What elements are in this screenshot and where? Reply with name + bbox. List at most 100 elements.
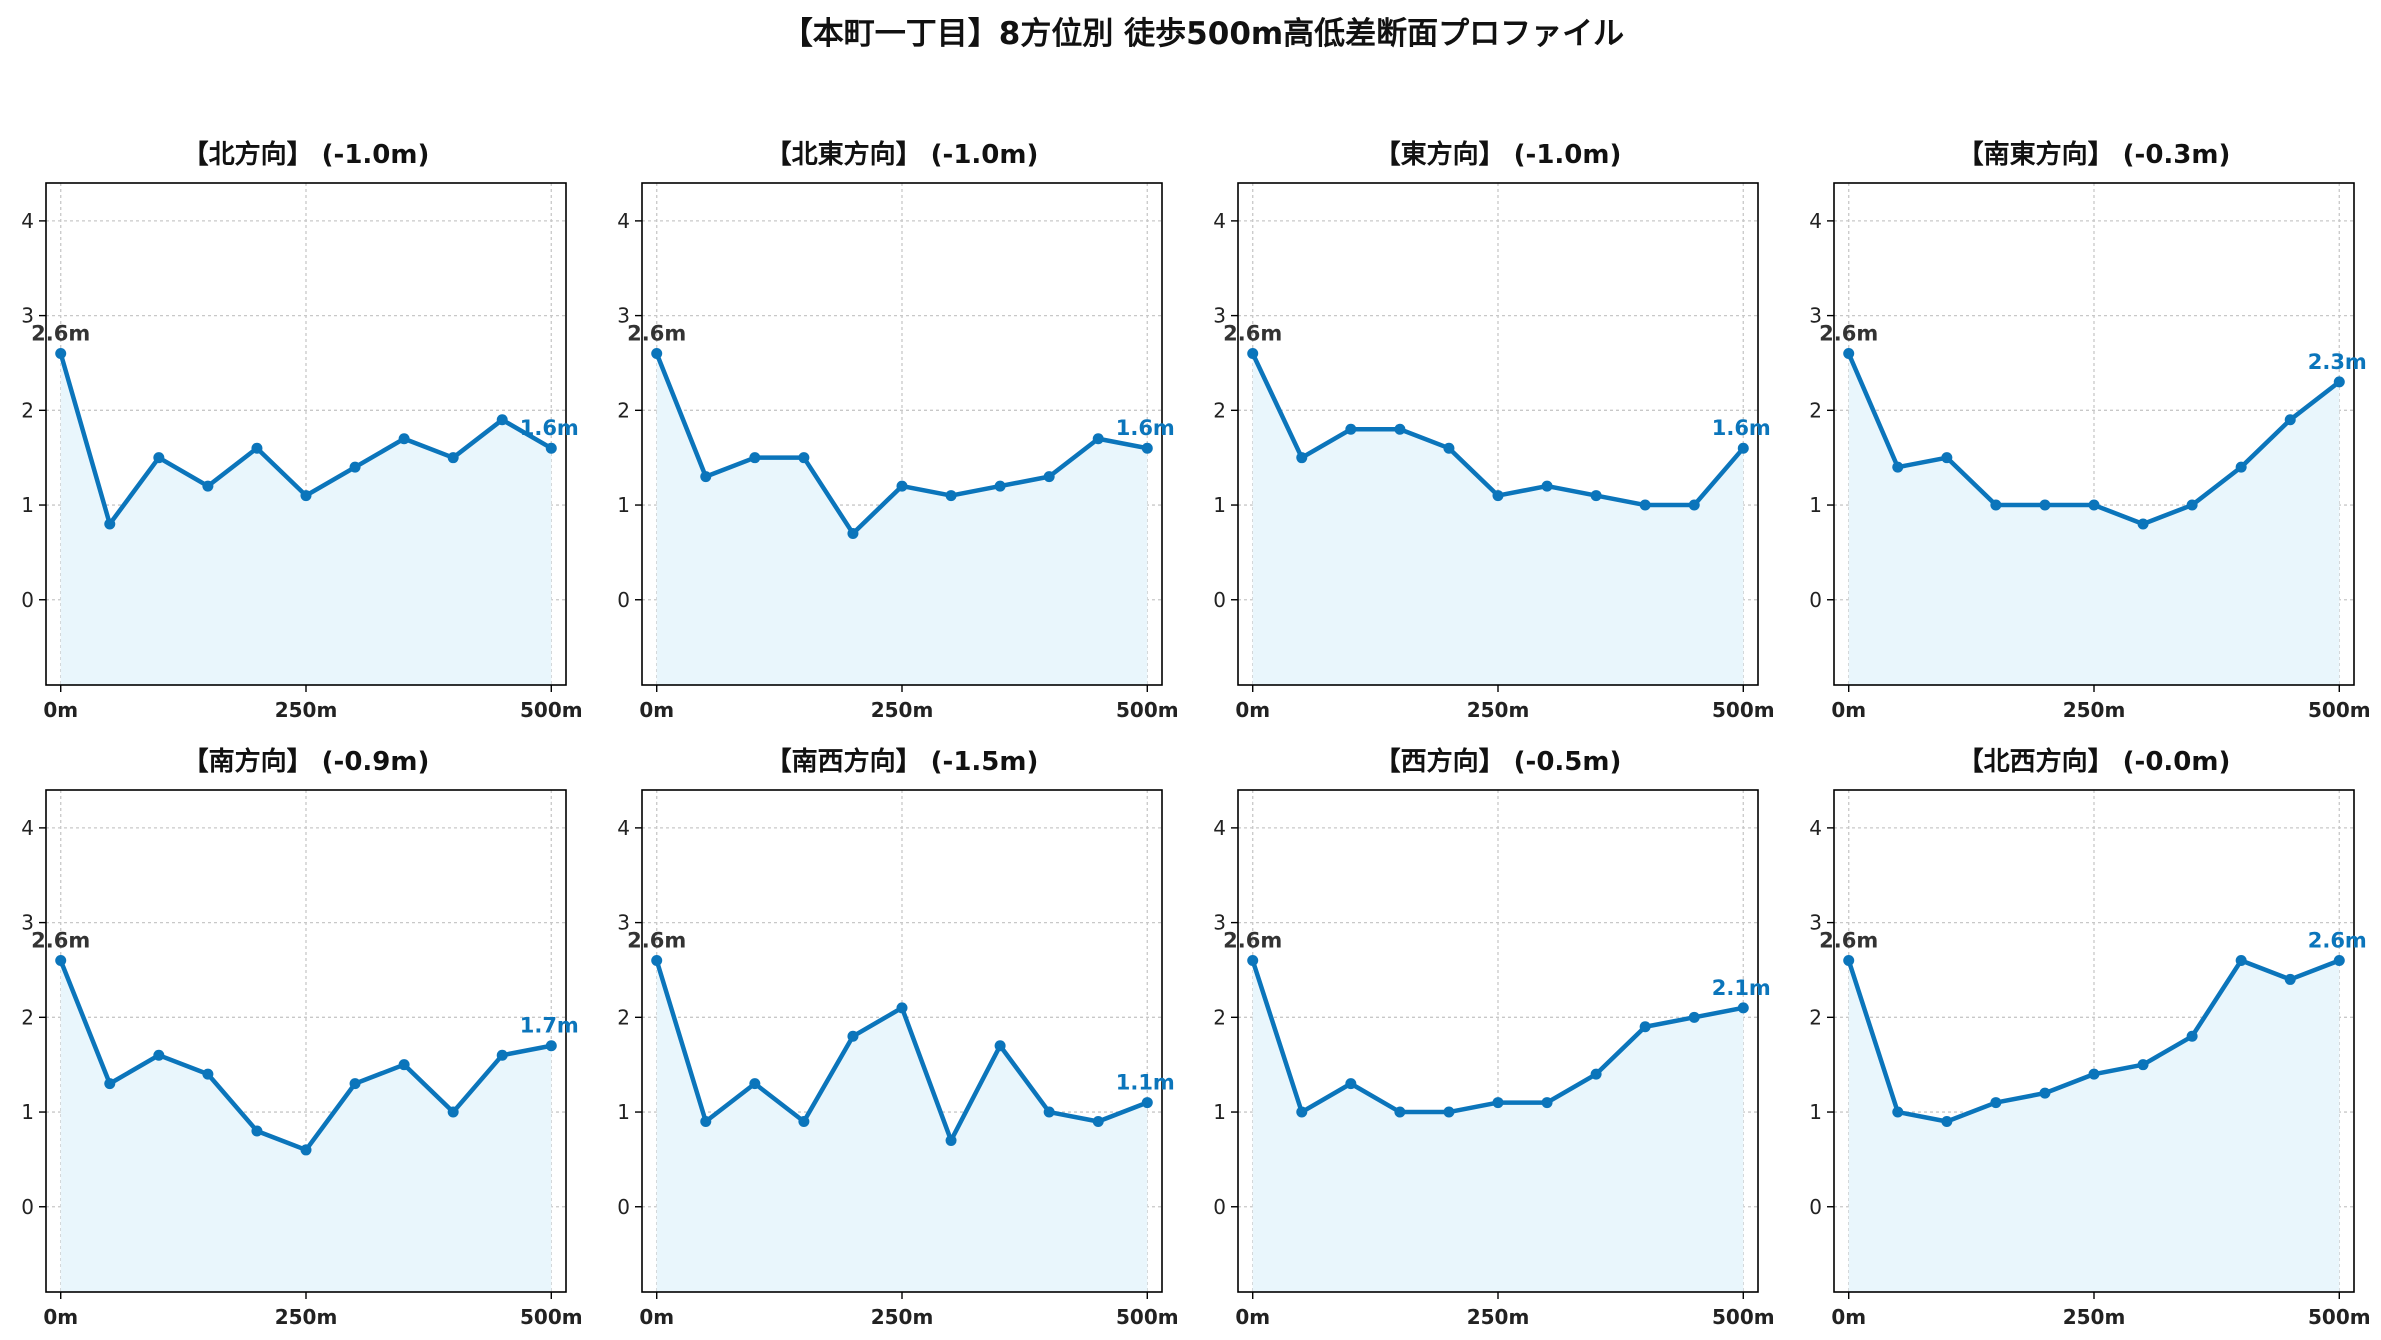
data-point bbox=[2235, 461, 2247, 473]
data-point bbox=[1092, 433, 1104, 445]
end-elevation-label: 2.3m bbox=[2308, 350, 2367, 374]
y-tick-label: 1 bbox=[21, 493, 34, 517]
data-point bbox=[2186, 1030, 2198, 1042]
data-point bbox=[1892, 1106, 1904, 1118]
data-point bbox=[847, 1030, 859, 1042]
y-tick-label: 0 bbox=[21, 588, 34, 612]
data-point bbox=[798, 1116, 810, 1128]
elevation-area bbox=[60, 353, 552, 685]
data-point bbox=[1092, 1116, 1104, 1128]
data-point bbox=[749, 452, 761, 464]
data-point bbox=[398, 433, 410, 445]
data-point bbox=[1590, 490, 1602, 502]
data-point bbox=[55, 954, 67, 966]
y-tick-label: 2 bbox=[1213, 1005, 1226, 1029]
data-point bbox=[349, 1078, 361, 1090]
data-point bbox=[1892, 461, 1904, 473]
panel-title: 【南方向】 (-0.9m) bbox=[183, 746, 430, 777]
x-tick-label: 0m bbox=[1235, 698, 1270, 722]
y-tick-label: 4 bbox=[617, 816, 630, 840]
y-tick-label: 2 bbox=[617, 1005, 630, 1029]
y-tick-label: 3 bbox=[617, 304, 630, 328]
data-point bbox=[896, 480, 908, 492]
data-point bbox=[1141, 1097, 1153, 1109]
y-tick-label: 0 bbox=[1213, 1195, 1226, 1219]
y-tick-label: 0 bbox=[1809, 1195, 1822, 1219]
elevation-area bbox=[1252, 960, 1744, 1292]
data-point bbox=[1345, 423, 1357, 435]
start-elevation-label: 2.6m bbox=[627, 321, 686, 345]
data-point bbox=[1394, 1106, 1406, 1118]
data-point bbox=[1737, 442, 1749, 454]
y-tick-label: 0 bbox=[1809, 588, 1822, 612]
elevation-area bbox=[60, 960, 552, 1292]
end-elevation-label: 1.1m bbox=[1116, 1071, 1175, 1095]
figure-title: 【本町一丁目】8方位別 徒歩500m高低差断面プロファイル bbox=[782, 16, 1624, 52]
start-elevation-label: 2.6m bbox=[1223, 321, 1282, 345]
data-point bbox=[251, 442, 263, 454]
data-point bbox=[545, 442, 557, 454]
end-elevation-label: 1.6m bbox=[1116, 416, 1175, 440]
panel-5: 【南方向】 (-0.9m) 0 1 2 3 4 0m 250m 500m 2.6m 1.7m bbox=[21, 746, 582, 1329]
x-tick-label: 0m bbox=[639, 698, 674, 722]
data-point bbox=[1043, 1106, 1055, 1118]
data-point bbox=[1247, 954, 1259, 966]
y-tick-label: 3 bbox=[21, 304, 34, 328]
y-tick-label: 2 bbox=[21, 398, 34, 422]
y-tick-label: 2 bbox=[21, 1005, 34, 1029]
panel-6: 【南西方向】 (-1.5m) 0 1 2 3 4 0m 250m 500m 2.6m 1.1m bbox=[617, 746, 1178, 1329]
x-tick-label: 500m bbox=[1116, 698, 1179, 722]
end-elevation-label: 1.6m bbox=[1712, 416, 1771, 440]
y-tick-label: 3 bbox=[1213, 304, 1226, 328]
data-point bbox=[300, 490, 312, 502]
y-tick-label: 1 bbox=[617, 1100, 630, 1124]
panel-title: 【北東方向】 (-1.0m) bbox=[766, 139, 1039, 170]
data-point bbox=[202, 1068, 214, 1080]
y-tick-label: 4 bbox=[21, 209, 34, 233]
panel-7: 【西方向】 (-0.5m) 0 1 2 3 4 0m 250m 500m 2.6m 2.1m bbox=[1213, 746, 1774, 1329]
start-elevation-label: 2.6m bbox=[627, 928, 686, 952]
data-point bbox=[349, 461, 361, 473]
elevation-area bbox=[1848, 353, 2340, 685]
data-point bbox=[1590, 1068, 1602, 1080]
data-point bbox=[700, 471, 712, 483]
data-point bbox=[202, 480, 214, 492]
panel-title: 【北西方向】 (-0.0m) bbox=[1958, 746, 2231, 777]
x-tick-label: 250m bbox=[1467, 1305, 1530, 1329]
data-point bbox=[2235, 954, 2247, 966]
x-tick-label: 0m bbox=[1235, 1305, 1270, 1329]
end-elevation-label: 1.7m bbox=[520, 1014, 579, 1038]
panel-title: 【西方向】 (-0.5m) bbox=[1375, 746, 1622, 777]
data-point bbox=[1843, 347, 1855, 359]
end-elevation-label: 2.1m bbox=[1712, 976, 1771, 1000]
y-tick-label: 2 bbox=[617, 398, 630, 422]
data-point bbox=[1443, 1106, 1455, 1118]
panel-2: 【北東方向】 (-1.0m) 0 1 2 3 4 0m 250m 500m 2.6m 1.6m bbox=[617, 139, 1178, 722]
data-point bbox=[749, 1078, 761, 1090]
data-point bbox=[496, 414, 508, 426]
y-tick-label: 4 bbox=[617, 209, 630, 233]
data-point bbox=[2284, 973, 2296, 985]
data-point bbox=[1296, 452, 1308, 464]
data-point bbox=[1492, 490, 1504, 502]
start-elevation-label: 2.6m bbox=[1819, 928, 1878, 952]
data-point bbox=[1639, 499, 1651, 511]
start-elevation-label: 2.6m bbox=[31, 321, 90, 345]
y-tick-label: 1 bbox=[617, 493, 630, 517]
panel-1: 【北方向】 (-1.0m) 0 1 2 3 4 0m 250m 500m 2.6m 1.6m bbox=[21, 139, 582, 722]
y-tick-label: 1 bbox=[21, 1100, 34, 1124]
x-tick-label: 500m bbox=[520, 698, 583, 722]
elevation-area bbox=[656, 353, 1148, 685]
data-point bbox=[651, 954, 663, 966]
y-tick-label: 4 bbox=[1213, 816, 1226, 840]
data-point bbox=[1141, 442, 1153, 454]
start-elevation-label: 2.6m bbox=[1819, 321, 1878, 345]
y-tick-label: 0 bbox=[617, 588, 630, 612]
start-elevation-label: 2.6m bbox=[31, 928, 90, 952]
panel-8: 【北西方向】 (-0.0m) 0 1 2 3 4 0m 250m 500m 2.6m 2.6m bbox=[1809, 746, 2370, 1329]
data-point bbox=[2333, 376, 2345, 388]
data-point bbox=[1990, 1097, 2002, 1109]
x-tick-label: 0m bbox=[43, 698, 78, 722]
